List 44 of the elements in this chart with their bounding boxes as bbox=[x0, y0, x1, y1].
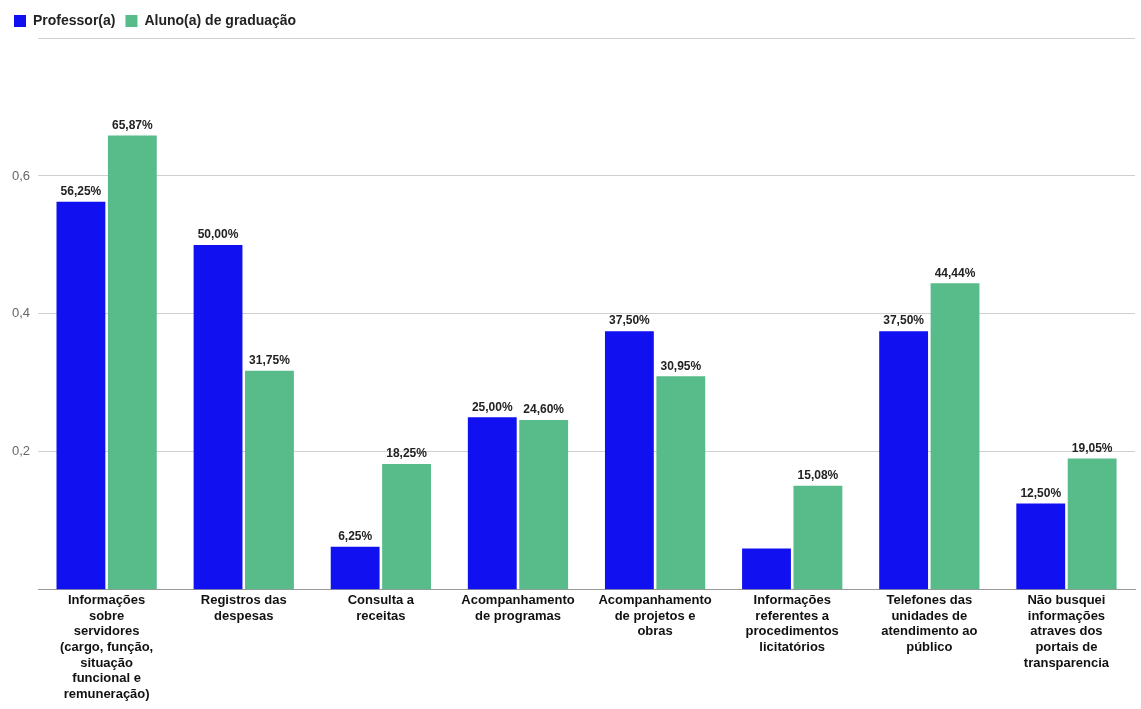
bar bbox=[1067, 458, 1117, 590]
bar bbox=[604, 331, 654, 590]
data-label: 6,25% bbox=[338, 529, 373, 543]
bar bbox=[467, 417, 517, 590]
data-label: 44,44% bbox=[934, 265, 976, 280]
bar bbox=[245, 370, 294, 590]
data-label: 15,08% bbox=[797, 468, 839, 483]
data-label: 37,50% bbox=[883, 313, 925, 328]
x-tick-label: Não busquei informações atraves dos portais de transparencia bbox=[1023, 592, 1110, 670]
x-tick-label: Registros das despesas bbox=[200, 592, 287, 623]
bar bbox=[107, 135, 157, 590]
x-tick-label: Informações sobre servidores (cargo, função, situação funcional e remuneração) bbox=[60, 592, 154, 701]
legend-label: Professor(a) bbox=[33, 11, 116, 28]
x-tick-label: Informações referentes a procedimentos licitatórios bbox=[745, 592, 839, 654]
x-tick-label: Consulta a receitas bbox=[347, 592, 415, 623]
x-tick-label: Acompanhamento de projetos e obras bbox=[598, 592, 712, 639]
bar bbox=[879, 331, 929, 590]
bar bbox=[930, 283, 980, 590]
data-label: 30,95% bbox=[660, 358, 702, 373]
y-tick-label: 0,4 bbox=[11, 305, 31, 321]
data-label: 25,00% bbox=[471, 399, 513, 414]
data-label: 65,87% bbox=[111, 117, 154, 132]
data-label: 19,05% bbox=[1071, 440, 1113, 455]
data-label: 50,00% bbox=[197, 227, 239, 242]
bar bbox=[742, 548, 791, 590]
data-label: 56,25% bbox=[60, 184, 102, 199]
bar bbox=[330, 546, 380, 590]
data-label: 31,75% bbox=[249, 353, 291, 368]
y-tick-label: 0,6 bbox=[11, 167, 31, 183]
bar bbox=[193, 244, 243, 590]
y-tick-label: 0,2 bbox=[11, 443, 31, 459]
bar bbox=[382, 463, 431, 590]
bar bbox=[519, 420, 569, 590]
data-label: 37,50% bbox=[609, 313, 651, 328]
bar bbox=[793, 485, 843, 590]
bar bbox=[1016, 503, 1066, 590]
data-label: 24,60% bbox=[523, 402, 565, 417]
bar bbox=[56, 201, 106, 590]
data-label: 12,50% bbox=[1020, 485, 1062, 500]
bar bbox=[656, 376, 706, 590]
x-tick-label: Acompanhamento de programas bbox=[461, 592, 575, 623]
x-tick-label: Telefones das unidades de atendimento ao público bbox=[881, 592, 978, 654]
data-label: 18,25% bbox=[386, 446, 428, 461]
legend-label: Aluno(a) de graduação bbox=[144, 11, 297, 28]
